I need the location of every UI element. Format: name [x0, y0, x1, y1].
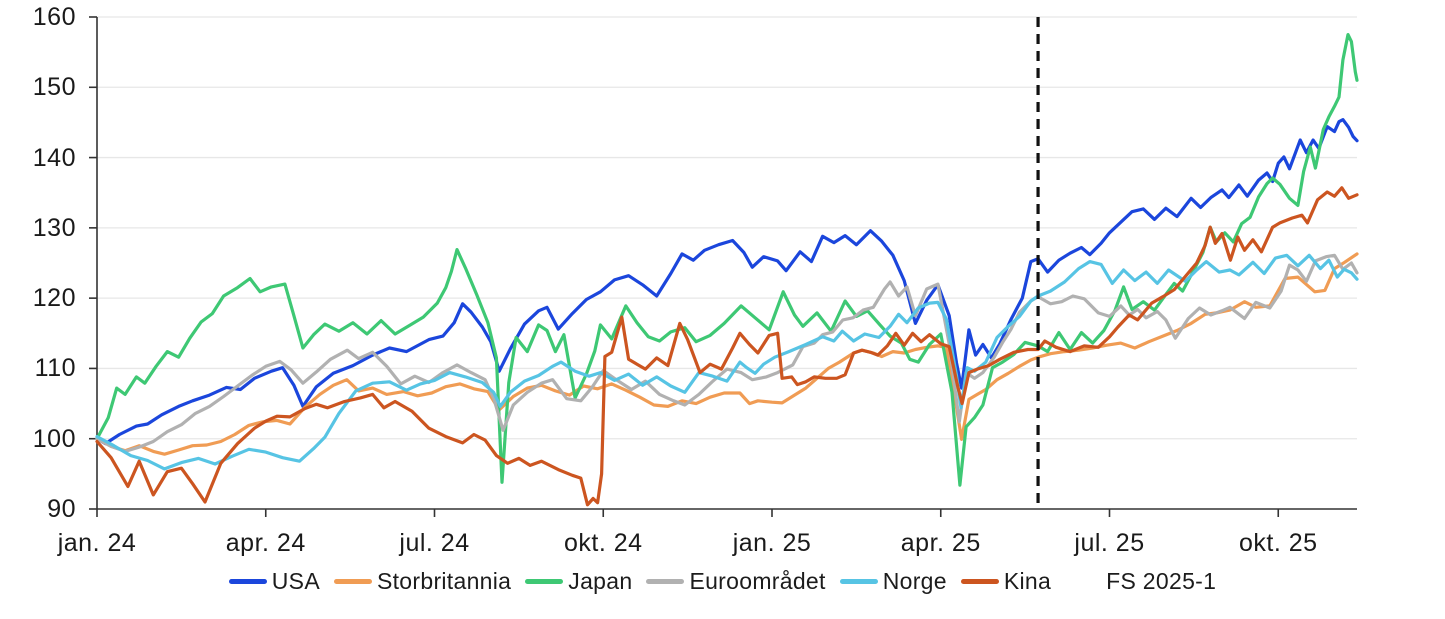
legend-item-euroomr-det: Euroområdet — [646, 568, 825, 595]
series-line-japan — [95, 33, 1359, 487]
line-swatch-storbritannia — [333, 579, 372, 584]
legend-label-storbritannia: Storbritannia — [376, 568, 512, 594]
legend-label-kina: Kina — [1003, 568, 1052, 594]
x-tick-label-okt24: okt. 24 — [563, 529, 643, 557]
x-tick-label-jul24: jul. 24 — [399, 529, 470, 557]
series-line-norge — [95, 253, 1359, 471]
y-tick-label-130: 130 — [32, 213, 76, 242]
y-tick-label-110: 110 — [34, 354, 76, 383]
line-swatch-usa — [228, 579, 267, 584]
legend-label-usa: USA — [271, 568, 320, 594]
y-tick-label-90: 90 — [47, 495, 76, 523]
legend-item-usa: USA — [228, 568, 320, 595]
legend-item-storbritannia: Storbritannia — [333, 568, 512, 595]
y-tick-label-100: 100 — [32, 424, 76, 453]
chart-legend: USA Storbritannia Japan Euroområdet Norge Kin… — [0, 568, 1445, 595]
legend-item-fs-2025-1: FS 2025-1 — [1065, 568, 1216, 595]
line-swatch-japan — [525, 579, 564, 584]
line-swatch-kina — [960, 579, 999, 584]
y-tick-label-140: 140 — [32, 143, 76, 172]
x-tick-label-jan25: jan. 25 — [732, 529, 812, 557]
dashed-line-swatch-fs-2025-1 — [1065, 580, 1101, 584]
legend-item-japan: Japan — [525, 568, 632, 595]
legend-label-norge: Norge — [882, 568, 947, 594]
y-tick-label-160: 160 — [32, 3, 76, 31]
series-line-kina — [95, 186, 1359, 507]
series-line-storbritannia — [95, 252, 1359, 456]
line-swatch-euroomr-det — [646, 579, 685, 584]
legend-label-fs-2025-1: FS 2025-1 — [1106, 568, 1217, 594]
legend-label-japan: Japan — [568, 568, 633, 594]
x-tick-label-apr25: apr. 25 — [900, 529, 981, 557]
x-tick-label-jan24: jan. 24 — [57, 529, 137, 557]
x-tick-label-apr24: apr. 24 — [225, 529, 306, 557]
x-tick-label-jul25: jul. 25 — [1074, 529, 1145, 557]
legend-item-norge: Norge — [839, 568, 947, 595]
x-tick-label-okt25: okt. 25 — [1238, 529, 1318, 557]
series-line-usa — [95, 118, 1359, 446]
legend-label-euroomr-det: Euroområdet — [689, 568, 826, 594]
legend-item-kina: Kina — [960, 568, 1052, 595]
y-tick-label-150: 150 — [32, 73, 76, 102]
y-tick-label-120: 120 — [32, 284, 76, 313]
line-swatch-norge — [839, 579, 878, 584]
